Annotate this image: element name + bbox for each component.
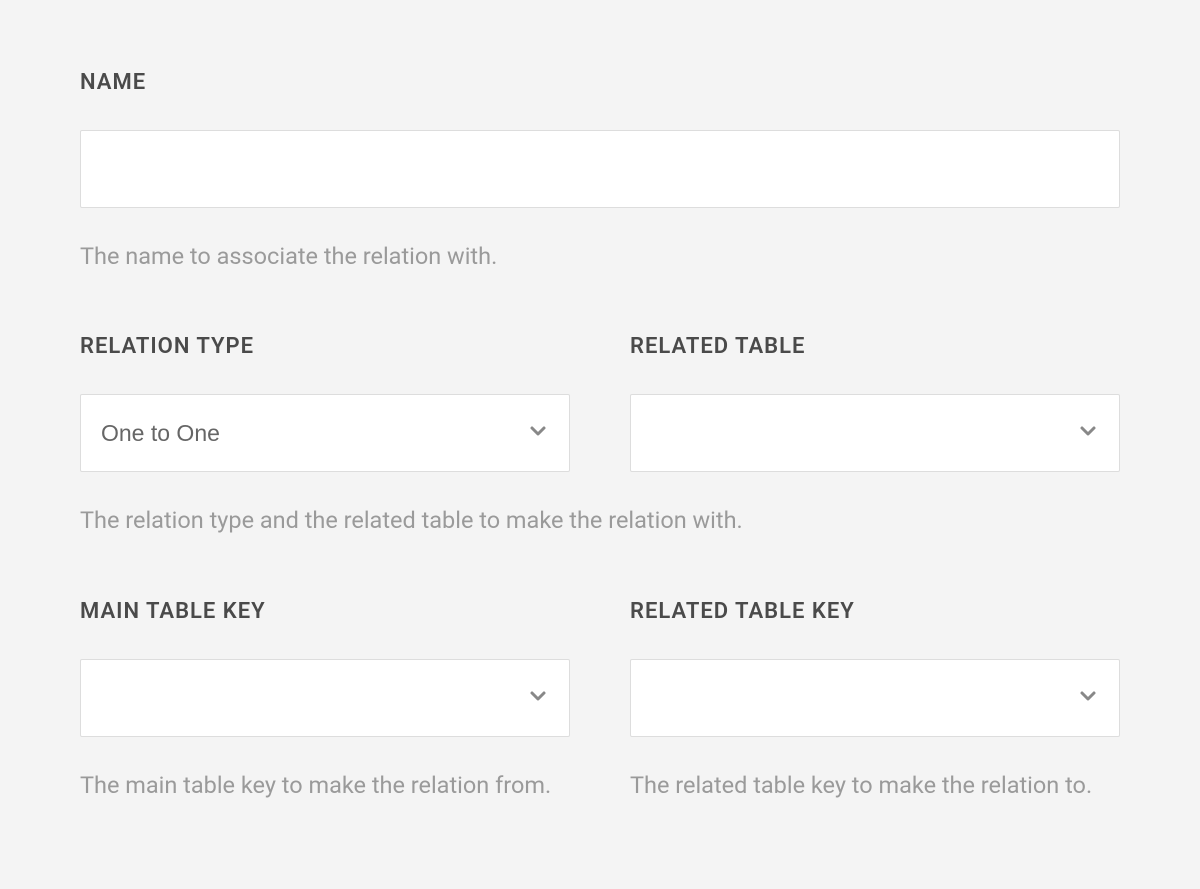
main-table-key-col: MAIN TABLE KEY The main table key to mak… xyxy=(80,599,570,803)
main-table-key-help-text: The main table key to make the relation … xyxy=(80,767,570,803)
relation-type-select-wrapper: One to One xyxy=(80,394,570,472)
relation-row-help-text: The relation type and the related table … xyxy=(80,502,1120,538)
related-table-select[interactable] xyxy=(630,394,1120,472)
main-table-key-label: MAIN TABLE KEY xyxy=(80,599,570,624)
keys-row-group: MAIN TABLE KEY The main table key to mak… xyxy=(80,599,1120,803)
related-table-label: RELATED TABLE xyxy=(630,334,1120,359)
main-table-key-select-wrapper xyxy=(80,659,570,737)
related-table-key-col: RELATED TABLE KEY The related table key … xyxy=(630,599,1120,803)
main-table-key-select[interactable] xyxy=(80,659,570,737)
related-table-key-select-wrapper xyxy=(630,659,1120,737)
relation-type-col: RELATION TYPE One to One xyxy=(80,334,570,472)
relation-type-label: RELATION TYPE xyxy=(80,334,570,359)
name-field-group: NAME The name to associate the relation … xyxy=(80,70,1120,274)
keys-row: MAIN TABLE KEY The main table key to mak… xyxy=(80,599,1120,803)
related-table-col: RELATED TABLE xyxy=(630,334,1120,472)
related-table-select-wrapper xyxy=(630,394,1120,472)
related-table-key-label: RELATED TABLE KEY xyxy=(630,599,1120,624)
name-help-text: The name to associate the relation with. xyxy=(80,238,1120,274)
related-table-key-select[interactable] xyxy=(630,659,1120,737)
name-input[interactable] xyxy=(80,130,1120,208)
relation-row-group: RELATION TYPE One to One RELATED TABLE xyxy=(80,334,1120,538)
relation-type-select[interactable]: One to One xyxy=(80,394,570,472)
related-table-key-help-text: The related table key to make the relati… xyxy=(630,767,1120,803)
relation-row: RELATION TYPE One to One RELATED TABLE xyxy=(80,334,1120,472)
name-label: NAME xyxy=(80,70,1120,95)
